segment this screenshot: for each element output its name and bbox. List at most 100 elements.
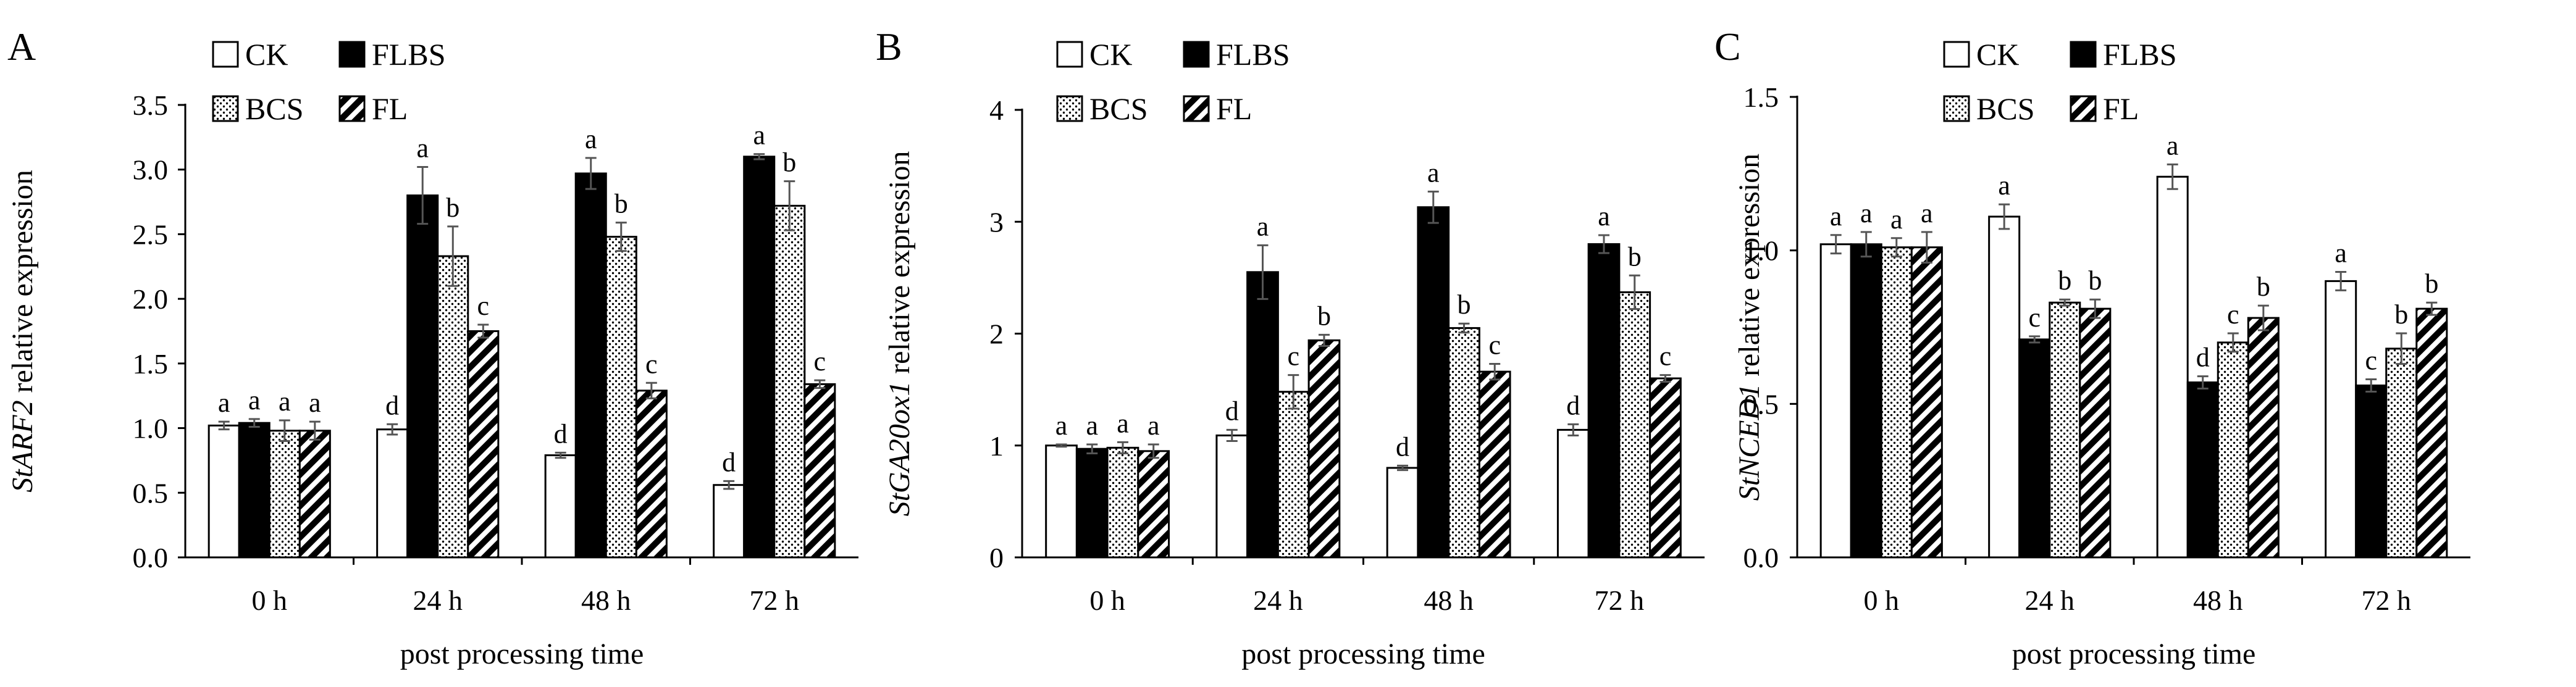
bar-flbs bbox=[2018, 338, 2051, 559]
legend-label-fl: FL bbox=[1216, 91, 1252, 126]
y-axis-title-rest: relative expression bbox=[1733, 154, 1766, 384]
panel-letter: B bbox=[876, 25, 902, 69]
bar-flbs bbox=[1075, 448, 1109, 559]
y-tick-label: 1 bbox=[989, 430, 1004, 462]
x-category-label: 24 h bbox=[1253, 585, 1303, 616]
significance-letter: c bbox=[645, 349, 658, 379]
y-tick-label: 0.0 bbox=[1743, 542, 1779, 573]
significance-letter: d bbox=[722, 447, 736, 477]
bar-flbs bbox=[2186, 381, 2219, 559]
x-category-label: 48 h bbox=[1424, 585, 1474, 616]
bar-flbs bbox=[406, 194, 439, 559]
significance-letter: c bbox=[2028, 302, 2041, 333]
y-tick-label: 0.0 bbox=[133, 542, 169, 573]
y-axis-title: StARF2 relative expression bbox=[6, 170, 39, 493]
legend-label-ck: CK bbox=[1976, 37, 2019, 72]
legend-label-flbs: FLBS bbox=[2103, 37, 2177, 72]
bar-ck bbox=[1386, 467, 1419, 559]
significance-letter: a bbox=[1998, 170, 2010, 201]
significance-letter: b bbox=[2088, 265, 2102, 296]
bar-bcs bbox=[605, 236, 637, 559]
significance-letter: b bbox=[615, 189, 628, 219]
legend-label-fl: FL bbox=[2103, 91, 2139, 126]
legend-swatch-flbs bbox=[1183, 41, 1210, 68]
legend-swatch-ck bbox=[212, 41, 239, 68]
significance-letter: c bbox=[2365, 346, 2377, 376]
y-tick-label: 3.0 bbox=[133, 154, 169, 186]
bar-ck bbox=[1215, 434, 1249, 559]
bar-flbs bbox=[2355, 384, 2388, 559]
x-category-label: 48 h bbox=[581, 585, 631, 616]
significance-letter: b bbox=[2394, 299, 2408, 330]
x-category-label: 72 h bbox=[1595, 585, 1645, 616]
y-tick-label: 0.5 bbox=[133, 477, 169, 509]
legend-label-fl: FL bbox=[372, 91, 408, 126]
bar-flbs bbox=[1850, 243, 1882, 559]
legend-swatch-bcs bbox=[212, 95, 239, 122]
y-tick-label: 0.5 bbox=[1743, 388, 1779, 420]
significance-letter: b bbox=[1317, 301, 1331, 331]
significance-letter: c bbox=[1659, 341, 1672, 372]
significance-letter: a bbox=[309, 388, 321, 418]
bar-ck bbox=[1045, 444, 1078, 559]
bar-bcs bbox=[1880, 246, 1913, 559]
significance-letter: a bbox=[1086, 410, 1098, 441]
y-tick-label: 1.0 bbox=[133, 413, 169, 444]
bar-bcs bbox=[2049, 301, 2081, 559]
bar-ck bbox=[1556, 428, 1590, 559]
legend-swatch-bcs bbox=[1056, 95, 1083, 122]
significance-letter: a bbox=[753, 120, 765, 151]
bar-bcs bbox=[773, 204, 806, 559]
significance-letter: c bbox=[477, 291, 490, 321]
bar-ck bbox=[208, 424, 240, 559]
y-axis-gene-name: StGA20ox1 bbox=[883, 381, 916, 517]
significance-letter: d bbox=[385, 390, 399, 420]
bar-fl bbox=[635, 389, 668, 559]
bar-bcs bbox=[1277, 391, 1310, 559]
panel-letter: C bbox=[1714, 25, 1741, 69]
x-category-label: 72 h bbox=[750, 585, 800, 616]
bar-bcs bbox=[1106, 446, 1139, 559]
y-axis-title-rest: relative expression bbox=[883, 151, 916, 381]
bar-bcs bbox=[2385, 348, 2418, 559]
bar-fl bbox=[1478, 370, 1511, 559]
y-tick-label: 2.0 bbox=[133, 283, 169, 315]
legend-swatch-flbs bbox=[2070, 41, 2097, 68]
significance-letter: a bbox=[2335, 238, 2347, 268]
legend-swatch-fl bbox=[338, 95, 366, 122]
x-category-label: 72 h bbox=[2362, 585, 2412, 616]
significance-letter: b bbox=[782, 148, 796, 178]
significance-letter: a bbox=[1598, 201, 1610, 231]
x-axis-title: post processing time bbox=[400, 638, 644, 670]
significance-letter: a bbox=[248, 385, 261, 415]
bar-bcs bbox=[268, 430, 301, 559]
bar-fl bbox=[2247, 317, 2280, 559]
significance-letter: c bbox=[2227, 299, 2239, 330]
bar-fl bbox=[2079, 307, 2112, 559]
bar-flbs bbox=[238, 422, 271, 559]
bar-flbs bbox=[1246, 271, 1279, 559]
x-category-label: 0 h bbox=[252, 585, 288, 616]
legend-swatch-bcs bbox=[1943, 95, 1970, 122]
significance-letter: a bbox=[416, 133, 429, 164]
significance-letter: a bbox=[1147, 410, 1160, 441]
significance-letter: a bbox=[1860, 198, 1873, 228]
significance-letter: d bbox=[554, 418, 568, 449]
y-tick-label: 2.5 bbox=[133, 219, 169, 250]
legend-swatch-ck bbox=[1056, 41, 1083, 68]
significance-letter: b bbox=[2058, 265, 2071, 296]
significance-letter: c bbox=[1488, 330, 1501, 360]
panel-letter: A bbox=[7, 25, 36, 69]
bar-flbs bbox=[1417, 206, 1450, 559]
x-axis-title: post processing time bbox=[1241, 638, 1485, 670]
bar-ck bbox=[1819, 243, 1852, 559]
significance-letter: a bbox=[1117, 408, 1129, 438]
significance-letter: a bbox=[1921, 198, 1933, 228]
significance-letter: b bbox=[2257, 272, 2270, 302]
legend-label-flbs: FLBS bbox=[1216, 37, 1290, 72]
legend-label-bcs: BCS bbox=[1089, 91, 1148, 126]
bar-ck bbox=[2325, 280, 2357, 559]
